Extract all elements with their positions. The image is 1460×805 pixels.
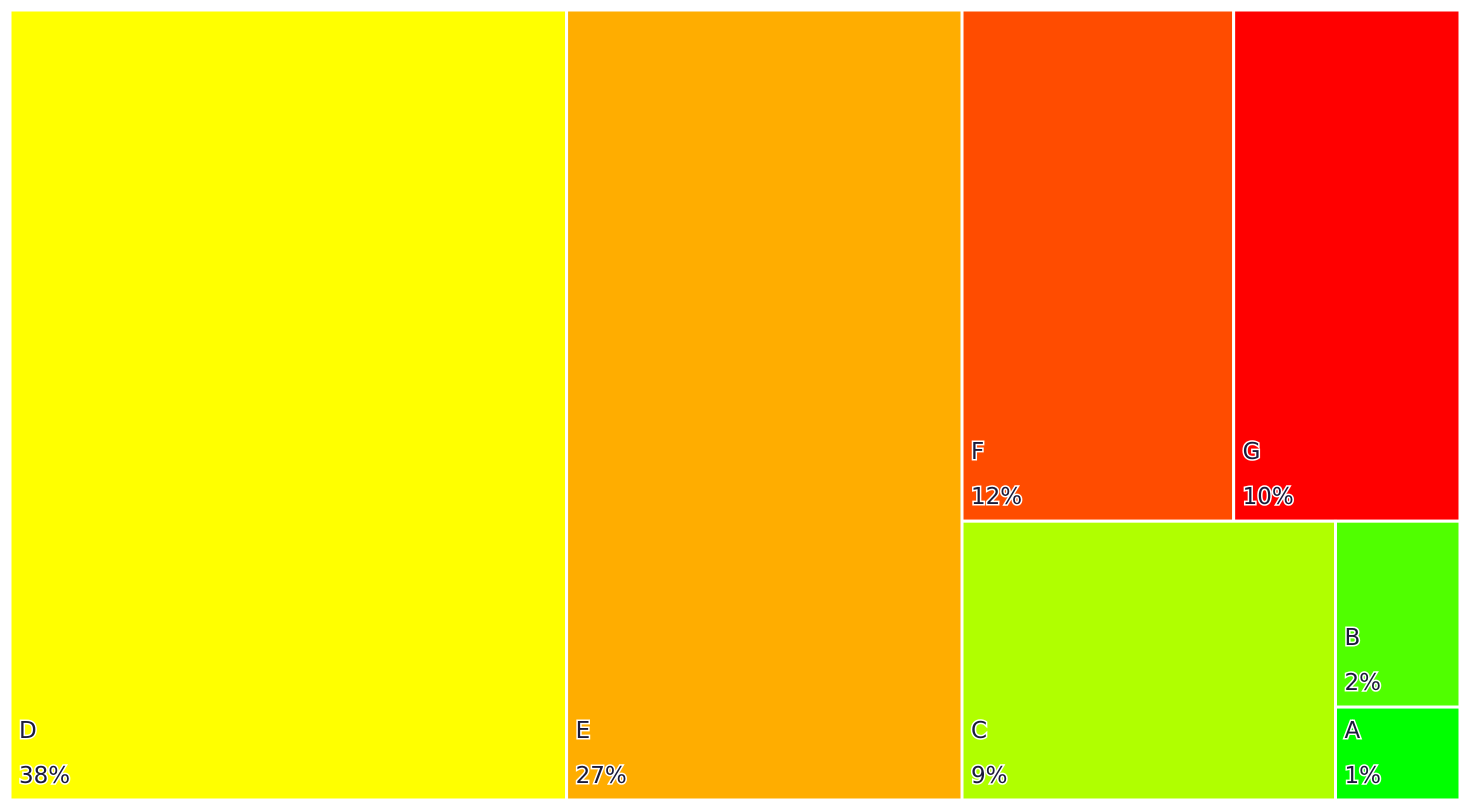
tile-value: 27% <box>576 763 627 789</box>
tile-label: F <box>971 439 984 465</box>
tile-label: G <box>1243 439 1261 465</box>
tile <box>565 8 964 802</box>
tile <box>1334 519 1460 709</box>
tile-label: B <box>1345 625 1361 651</box>
tile-label: C <box>971 718 987 744</box>
tile-value: 1% <box>1345 763 1382 789</box>
tile <box>960 8 1236 523</box>
tile-value: 10% <box>1243 484 1294 510</box>
tile-value: 9% <box>971 763 1008 789</box>
tile <box>1232 8 1460 523</box>
tile-label: E <box>576 718 591 744</box>
tile-label: D <box>19 718 37 744</box>
tile <box>960 519 1338 802</box>
tile-value: 2% <box>1345 670 1382 696</box>
tile-value: 12% <box>971 484 1022 510</box>
tile <box>8 8 569 802</box>
tile <box>1334 705 1460 802</box>
tile-value: 38% <box>19 763 70 789</box>
tile-label: A <box>1345 718 1361 744</box>
